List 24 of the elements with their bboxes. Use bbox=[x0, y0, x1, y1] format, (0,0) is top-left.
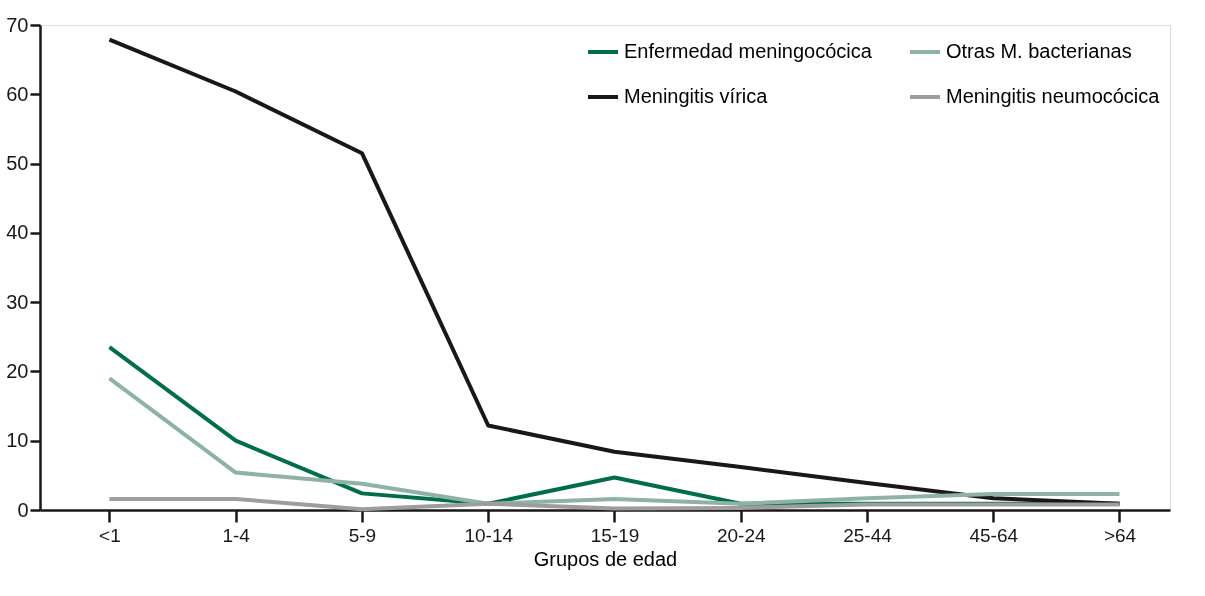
legend-label: Enfermedad meningocócica bbox=[624, 40, 873, 62]
y-tick-label: 70 bbox=[6, 13, 29, 36]
x-tick-label: 5-9 bbox=[348, 524, 377, 546]
x-tick-label: 15-19 bbox=[590, 524, 640, 546]
y-tick-label: 60 bbox=[6, 82, 29, 105]
x-tick-label: 25-44 bbox=[843, 524, 893, 546]
x-tick-label: 1-4 bbox=[222, 524, 251, 546]
line-series bbox=[107, 376, 1122, 506]
x-axis-title: Grupos de edad bbox=[533, 547, 678, 570]
y-tick-label: 40 bbox=[6, 221, 29, 244]
y-tick-label: 50 bbox=[6, 152, 29, 175]
y-tick-label: 0 bbox=[17, 498, 29, 521]
x-tick-label: >64 bbox=[1103, 524, 1137, 546]
y-tick-label: 10 bbox=[6, 429, 29, 452]
legend-label: Meningitis neumocócica bbox=[946, 85, 1161, 107]
x-tick-label: 20-24 bbox=[716, 524, 766, 546]
x-tick-label: 10-14 bbox=[464, 524, 514, 546]
line-series bbox=[107, 496, 1122, 512]
y-tick-label: 20 bbox=[6, 359, 29, 382]
y-tick-label: 30 bbox=[6, 290, 29, 313]
x-tick-label: 45-64 bbox=[969, 524, 1019, 546]
x-tick-label: <1 bbox=[99, 524, 121, 546]
legend-label: Otras M. bacterianas bbox=[946, 40, 1132, 62]
legend-label: Meningitis vírica bbox=[624, 85, 769, 107]
